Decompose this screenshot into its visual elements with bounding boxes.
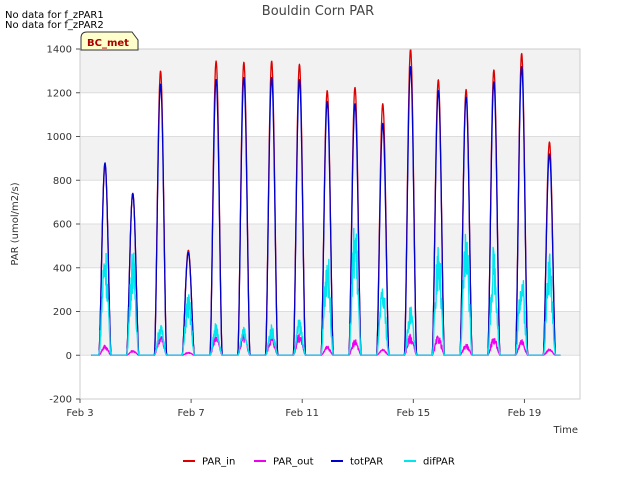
y-tick-label: 1200 (47, 88, 72, 99)
chart-title: Bouldin Corn PAR (262, 4, 374, 19)
grid-band (80, 49, 580, 93)
badge-label: BC_met (87, 38, 129, 49)
y-tick-label: 1400 (47, 45, 72, 56)
y-tick-label: 200 (53, 307, 72, 318)
x-tick-label: Feb 15 (397, 408, 431, 419)
series-line-difpar (90, 227, 561, 356)
badge-shape (80, 31, 139, 51)
y-tick-label: 1000 (47, 132, 72, 143)
x-tick-label: Feb 19 (508, 408, 542, 419)
no-data-note-1: No data for f_zPAR1 (5, 10, 104, 21)
y-tick-label: 400 (53, 263, 72, 274)
legend-label-difpar: difPAR (423, 457, 455, 468)
legend-label-par-out: PAR_out (273, 457, 314, 468)
legend-label-par-in: PAR_in (202, 457, 235, 468)
y-tick-label: 800 (53, 176, 72, 187)
x-tick-label: Feb 11 (285, 408, 319, 419)
x-tick-label: Feb 3 (66, 408, 93, 419)
y-axis: -200 0 200 400 600 800 1000 1200 1400 (47, 45, 80, 406)
no-data-note-2: No data for f_zPAR2 (5, 20, 104, 31)
y-tick-label: -200 (49, 395, 72, 406)
y-tick-label: 0 (66, 351, 72, 362)
y-tick-label: 600 (53, 220, 72, 231)
site-badge: BC_met (80, 31, 139, 51)
y-axis-title: PAR (umol/m2/s) (10, 182, 21, 265)
x-axis-title: Time (553, 425, 578, 436)
x-tick-label: Feb 7 (177, 408, 204, 419)
legend: PAR_in PAR_out totPAR difPAR (183, 457, 455, 468)
series-layer (90, 48, 561, 356)
legend-label-totpar: totPAR (350, 457, 383, 468)
x-axis: Feb 3 Feb 7 Feb 11 Feb 15 Feb 19 (66, 399, 541, 419)
